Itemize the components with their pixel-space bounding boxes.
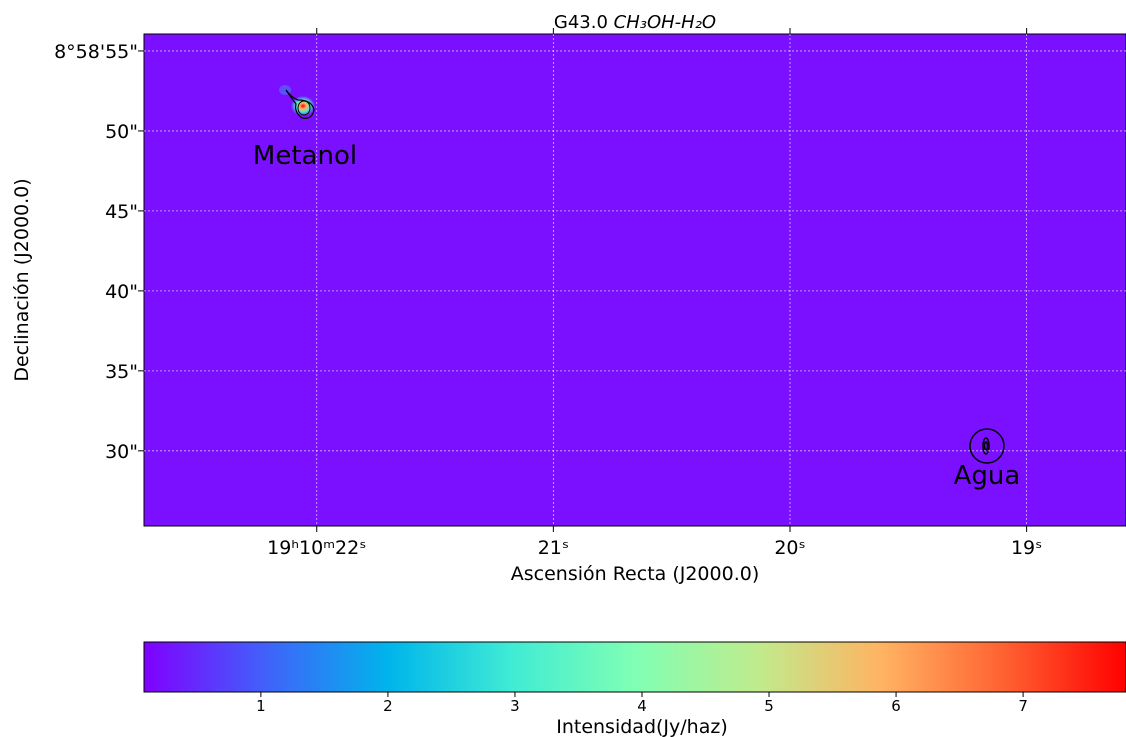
- colorbar-tick-label: 6: [891, 697, 901, 715]
- y-tick-label: 50": [105, 121, 138, 143]
- y-axis-label: Declinación (J2000.0): [11, 178, 33, 381]
- colorbar: [144, 642, 1126, 692]
- colorbar-tick-label: 1: [256, 697, 266, 715]
- colorbar-tick-label: 5: [764, 697, 774, 715]
- y-tick-label: 40": [105, 281, 138, 303]
- colorbar-tick-label: 7: [1018, 697, 1028, 715]
- y-tick-label: 8°58'55": [54, 41, 138, 63]
- x-axis-label: Ascensión Recta (J2000.0): [511, 563, 759, 585]
- chart-title: G43.0 CH₃OH-H₂O: [554, 12, 716, 33]
- colorbar-tick-label: 3: [510, 697, 520, 715]
- annotation: Agua: [954, 461, 1021, 491]
- x-tick-label: 19ʰ10ᵐ22ˢ: [267, 537, 366, 559]
- chart: Metanol Agua G43.0 CH₃OH-H₂O Ascensión R…: [0, 0, 1126, 737]
- colorbar-tick-label: 4: [637, 697, 647, 715]
- x-tick-label: 21ˢ: [538, 537, 569, 559]
- y-tick-label: 45": [105, 201, 138, 223]
- x-tick-label: 20ˢ: [774, 537, 805, 559]
- y-tick-label: 35": [105, 361, 138, 383]
- x-tick-label: 19ˢ: [1011, 537, 1042, 559]
- colorbar-tick-label: 2: [383, 697, 393, 715]
- colorbar-label: Intensidad(Jy/haz): [556, 716, 728, 737]
- y-tick-label: 30": [105, 441, 138, 463]
- annotation: Metanol: [253, 141, 357, 171]
